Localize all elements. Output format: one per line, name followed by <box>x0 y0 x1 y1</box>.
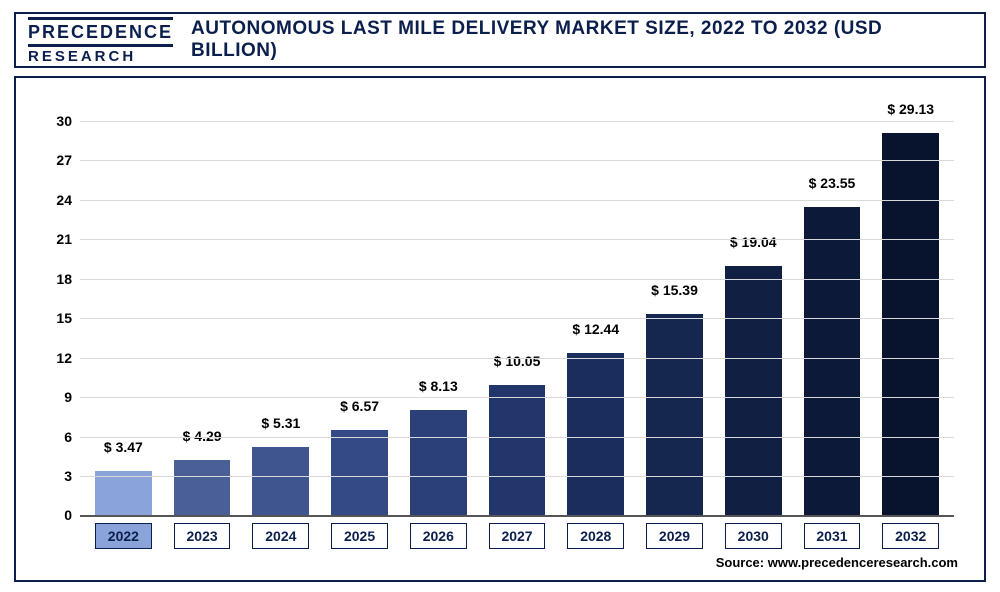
bar-value-label: $ 19.04 <box>730 234 777 250</box>
bar-value-label: $ 3.47 <box>104 439 143 455</box>
bar <box>725 266 782 517</box>
bar-wrap: $ 4.29 <box>163 102 242 517</box>
x-tick-box: 2027 <box>489 523 546 549</box>
x-tick-box: 2023 <box>174 523 231 549</box>
bar-value-label: $ 23.55 <box>809 175 856 191</box>
grid-line: 0 <box>80 515 954 517</box>
bar-wrap: $ 5.31 <box>241 102 320 517</box>
plot-area: $ 3.47 $ 4.29 $ 5.31 $ 6.57 $ 8.13 $ 10.05 $ 1… <box>80 102 954 517</box>
header-box: PRECEDENCE RESEARCH AUTONOMOUS LAST MILE… <box>14 12 986 68</box>
bar-wrap: $ 10.05 <box>478 102 557 517</box>
bar-value-label: $ 6.57 <box>340 398 379 414</box>
x-tick-box: 2024 <box>252 523 309 549</box>
bar <box>804 207 861 517</box>
bar-wrap: $ 15.39 <box>635 102 714 517</box>
x-tick-cell: 2028 <box>556 523 635 549</box>
y-tick-label: 18 <box>56 271 72 287</box>
bar <box>95 471 152 517</box>
y-tick-label: 15 <box>56 310 72 326</box>
bar-wrap: $ 6.57 <box>320 102 399 517</box>
grid-line: 24 <box>80 200 954 201</box>
x-tick-box: 2026 <box>410 523 467 549</box>
x-tick-cell: 2022 <box>84 523 163 549</box>
grid-line: 6 <box>80 437 954 438</box>
y-tick-label: 0 <box>64 507 72 523</box>
x-tick-box: 2029 <box>646 523 703 549</box>
x-tick-box: 2025 <box>331 523 388 549</box>
grid-line: 21 <box>80 239 954 240</box>
bar-value-label: $ 8.13 <box>419 378 458 394</box>
grid-line: 15 <box>80 318 954 319</box>
grid-line: 3 <box>80 476 954 477</box>
bar <box>410 410 467 517</box>
x-tick-box: 2022 <box>95 523 152 549</box>
bar <box>489 385 546 517</box>
grid-line: 18 <box>80 279 954 280</box>
bar-wrap: $ 29.13 <box>871 102 950 517</box>
x-axis-row: 2022 2023 2024 2025 2026 2027 2028 2029 2030 2031… <box>80 523 954 549</box>
logo-top: PRECEDENCE <box>28 17 173 47</box>
y-tick-label: 6 <box>64 429 72 445</box>
y-tick-label: 9 <box>64 389 72 405</box>
bar-wrap: $ 8.13 <box>399 102 478 517</box>
y-tick-label: 12 <box>56 350 72 366</box>
grid-line: 12 <box>80 358 954 359</box>
x-tick-cell: 2023 <box>163 523 242 549</box>
x-tick-cell: 2030 <box>714 523 793 549</box>
bar-wrap: $ 19.04 <box>714 102 793 517</box>
bar-value-label: $ 12.44 <box>572 321 619 337</box>
bar-value-label: $ 15.39 <box>651 282 698 298</box>
bar <box>567 353 624 517</box>
brand-logo: PRECEDENCE RESEARCH <box>28 17 173 64</box>
y-tick-label: 27 <box>56 152 72 168</box>
y-tick-label: 3 <box>64 468 72 484</box>
bars-row: $ 3.47 $ 4.29 $ 5.31 $ 6.57 $ 8.13 $ 10.05 $ 1… <box>80 102 954 517</box>
x-tick-box: 2030 <box>725 523 782 549</box>
logo-bottom: RESEARCH <box>28 47 173 64</box>
bar <box>174 460 231 517</box>
bar-value-label: $ 10.05 <box>494 353 541 369</box>
x-tick-cell: 2027 <box>478 523 557 549</box>
y-tick-label: 21 <box>56 231 72 247</box>
x-tick-box: 2031 <box>804 523 861 549</box>
chart-container: $ 3.47 $ 4.29 $ 5.31 $ 6.57 $ 8.13 $ 10.05 $ 1… <box>14 76 986 582</box>
x-tick-box: 2028 <box>567 523 624 549</box>
grid-line: 30 <box>80 121 954 122</box>
chart-title: AUTONOMOUS LAST MILE DELIVERY MARKET SIZ… <box>191 18 972 62</box>
bar <box>882 133 939 517</box>
x-tick-cell: 2026 <box>399 523 478 549</box>
grid-line: 27 <box>80 160 954 161</box>
y-tick-label: 30 <box>56 113 72 129</box>
y-tick-label: 24 <box>56 192 72 208</box>
grid-line: 9 <box>80 397 954 398</box>
bar <box>646 314 703 517</box>
source-label: Source: www.precedenceresearch.com <box>36 555 964 570</box>
x-tick-cell: 2025 <box>320 523 399 549</box>
x-tick-cell: 2032 <box>871 523 950 549</box>
bar-wrap: $ 3.47 <box>84 102 163 517</box>
bar <box>331 430 388 517</box>
bar-value-label: $ 29.13 <box>887 101 934 117</box>
bar <box>252 447 309 517</box>
bar-wrap: $ 23.55 <box>793 102 872 517</box>
x-tick-cell: 2031 <box>793 523 872 549</box>
x-tick-box: 2032 <box>882 523 939 549</box>
x-tick-cell: 2029 <box>635 523 714 549</box>
x-tick-cell: 2024 <box>241 523 320 549</box>
bar-wrap: $ 12.44 <box>556 102 635 517</box>
bar-value-label: $ 5.31 <box>261 415 300 431</box>
